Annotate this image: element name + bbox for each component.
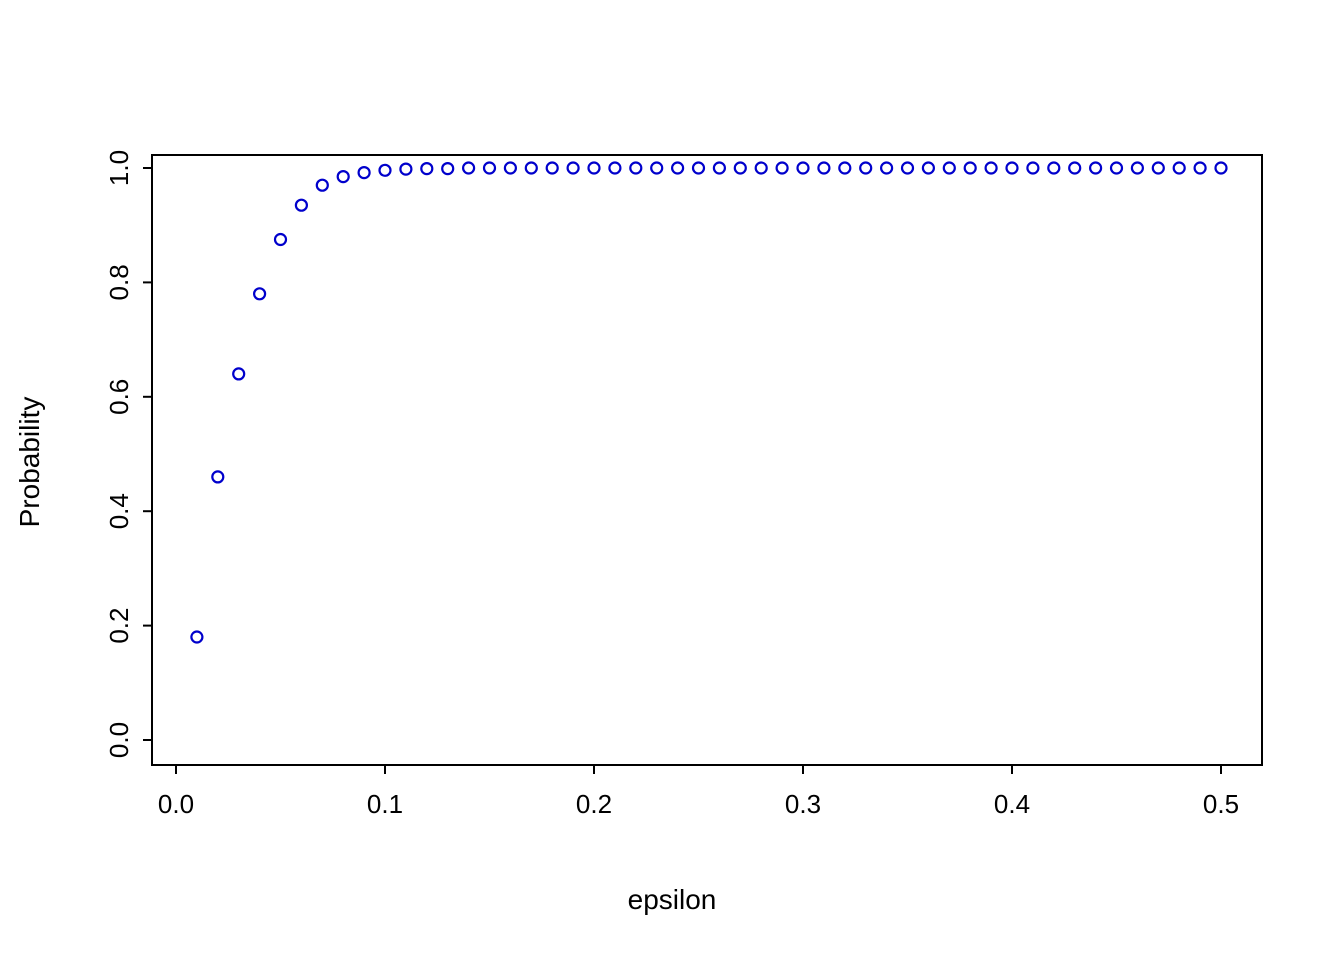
data-point [754, 161, 768, 175]
data-point [775, 161, 789, 175]
x-tick-label: 0.3 [785, 789, 821, 819]
data-point [587, 161, 601, 175]
data-point [232, 367, 246, 381]
data-point [608, 161, 622, 175]
x-axis-label: epsilon [627, 884, 717, 915]
data-point [670, 161, 685, 175]
y-axis-label: Probability [14, 396, 45, 528]
data-point [629, 161, 643, 175]
data-point [1005, 161, 1019, 175]
data-point [1130, 161, 1145, 175]
data-point [545, 161, 559, 175]
data-point [253, 287, 267, 301]
data-point [879, 161, 894, 175]
data-point [817, 161, 831, 175]
data-point [273, 232, 288, 247]
data-point [921, 161, 936, 175]
data-point [650, 161, 664, 175]
data-point [378, 163, 392, 177]
y-tick-label: 0.8 [104, 264, 134, 300]
data-point [503, 161, 517, 175]
y-tick-label: 0.4 [104, 493, 134, 529]
data-point [712, 161, 727, 175]
data-point [942, 161, 956, 175]
data-point [796, 161, 810, 175]
data-point [336, 170, 350, 184]
data-point [524, 161, 538, 175]
data-point [357, 166, 371, 180]
data-point [315, 178, 329, 192]
data-point [190, 630, 204, 644]
data-point [984, 161, 998, 175]
data-point [1047, 161, 1061, 175]
data-point [859, 161, 873, 175]
x-tick-label: 0.5 [1203, 789, 1239, 819]
y-tick-label: 0.6 [104, 379, 134, 415]
data-point [900, 161, 915, 175]
data-point [1193, 161, 1207, 175]
y-tick-label: 1.0 [104, 150, 134, 186]
data-point [1026, 161, 1040, 175]
plot-border [151, 154, 1263, 766]
data-point [211, 470, 225, 484]
x-tick-label: 0.2 [576, 789, 612, 819]
data-point [441, 162, 455, 176]
data-point [1088, 161, 1103, 175]
y-tick-label: 0.2 [104, 608, 134, 644]
data-point [1172, 161, 1186, 175]
data-point [1068, 161, 1082, 175]
data-point [963, 161, 977, 175]
x-tick-label: 0.4 [994, 789, 1030, 819]
data-point [482, 161, 497, 175]
data-point [1214, 161, 1228, 175]
data-point [1109, 161, 1124, 175]
data-point [566, 161, 580, 175]
x-tick-label: 0.0 [158, 789, 194, 819]
data-point [733, 161, 747, 175]
x-tick-label: 0.1 [367, 789, 403, 819]
data-point [420, 162, 434, 176]
data-point [1151, 161, 1165, 175]
data-point [294, 198, 308, 212]
data-point [462, 161, 476, 175]
data-point [399, 162, 413, 176]
y-tick-label: 0.0 [104, 722, 134, 758]
data-point [691, 161, 706, 175]
data-point [838, 161, 852, 175]
